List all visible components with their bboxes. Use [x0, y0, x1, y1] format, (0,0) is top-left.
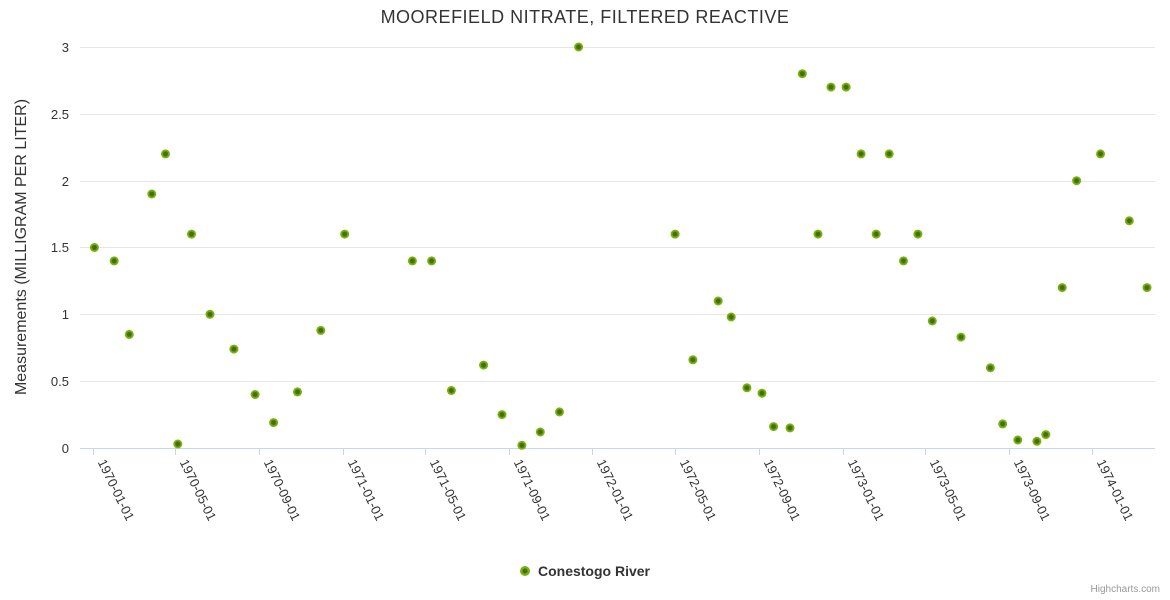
- data-point[interactable]: [726, 312, 736, 322]
- data-point[interactable]: [856, 149, 866, 159]
- data-point[interactable]: [956, 332, 966, 342]
- data-point[interactable]: [250, 390, 260, 399]
- data-point[interactable]: [884, 149, 894, 159]
- x-axis: [80, 448, 1155, 455]
- data-point[interactable]: [479, 360, 489, 370]
- data-point[interactable]: [161, 149, 170, 159]
- x-axis-label: 1972-05-01: [677, 457, 720, 523]
- data-point[interactable]: [293, 387, 302, 397]
- legend-series-label: Conestogo River: [537, 563, 650, 579]
- data-point[interactable]: [1041, 430, 1051, 440]
- data-point[interactable]: [670, 229, 680, 239]
- data-point[interactable]: [427, 256, 437, 266]
- data-point[interactable]: [985, 363, 995, 373]
- highcharts-credits-link[interactable]: Highcharts.com: [1090, 584, 1160, 595]
- x-axis-label: 1974-01-01: [1094, 457, 1137, 523]
- data-point[interactable]: [871, 229, 881, 239]
- y-axis-label: 1: [62, 307, 69, 322]
- data-point[interactable]: [187, 229, 196, 239]
- data-point[interactable]: [109, 256, 119, 266]
- x-axis-label: 1973-09-01: [1011, 457, 1054, 523]
- y-axis-label: 1.5: [51, 240, 69, 255]
- y-axis-labels: 0 0.5 1 1.5 2 2.5 3: [51, 40, 69, 456]
- data-point[interactable]: [269, 418, 279, 428]
- data-point[interactable]: [173, 439, 183, 449]
- data-point[interactable]: [797, 69, 807, 79]
- x-axis-labels: 1970-01-01 1970-05-01 1970-09-01 1971-01-01…: [95, 457, 1137, 523]
- data-point[interactable]: [899, 256, 908, 266]
- data-point[interactable]: [998, 419, 1008, 429]
- x-axis-label: 1970-09-01: [261, 457, 304, 523]
- data-point[interactable]: [713, 296, 723, 306]
- data-point[interactable]: [147, 189, 157, 199]
- data-point[interactable]: [205, 309, 215, 319]
- x-axis-label: 1970-01-01: [95, 457, 138, 523]
- data-point[interactable]: [555, 407, 564, 417]
- data-point[interactable]: [826, 82, 836, 92]
- data-point[interactable]: [446, 386, 456, 395]
- data-point[interactable]: [1057, 283, 1067, 293]
- data-point[interactable]: [1142, 283, 1152, 293]
- y-axis-label: 0.5: [51, 374, 69, 389]
- data-point[interactable]: [497, 410, 507, 420]
- data-point[interactable]: [229, 344, 239, 354]
- x-axis-label: 1973-05-01: [927, 457, 970, 523]
- data-point[interactable]: [913, 229, 923, 239]
- data-point[interactable]: [517, 440, 527, 450]
- data-point[interactable]: [757, 388, 767, 398]
- data-point[interactable]: [340, 229, 350, 239]
- x-axis-label: 1971-01-01: [345, 457, 388, 523]
- gridlines: [80, 47, 1155, 449]
- data-point[interactable]: [124, 329, 134, 339]
- data-point[interactable]: [1013, 435, 1023, 445]
- data-point[interactable]: [785, 423, 795, 433]
- y-axis-label: 2: [62, 174, 69, 189]
- x-axis-label: 1972-09-01: [761, 457, 804, 523]
- legend-marker-icon: [519, 566, 530, 576]
- data-point[interactable]: [535, 427, 545, 437]
- x-axis-label: 1971-05-01: [427, 457, 470, 523]
- y-axis-label: 2.5: [51, 107, 69, 122]
- data-point[interactable]: [407, 256, 417, 266]
- data-point[interactable]: [742, 383, 752, 393]
- x-axis-label: 1973-01-01: [845, 457, 888, 523]
- x-axis-label: 1970-05-01: [177, 457, 220, 523]
- data-point[interactable]: [1124, 216, 1134, 226]
- chart-title: MOOREFIELD NITRATE, FILTERED REACTIVE: [380, 7, 790, 27]
- data-point[interactable]: [813, 229, 823, 239]
- legend-item[interactable]: Conestogo River: [0, 563, 1170, 579]
- x-axis-label: 1972-01-01: [594, 457, 637, 523]
- data-point[interactable]: [1096, 149, 1105, 159]
- x-axis-label: 1971-09-01: [511, 457, 554, 523]
- data-points: [89, 42, 1152, 450]
- data-point[interactable]: [927, 316, 937, 326]
- y-axis-title: Measurements (MILLIGRAM PER LITER): [13, 98, 30, 396]
- y-axis-label: 3: [62, 40, 69, 55]
- data-point[interactable]: [89, 243, 99, 252]
- data-point[interactable]: [841, 82, 851, 92]
- data-point[interactable]: [1032, 436, 1042, 446]
- data-point[interactable]: [688, 355, 698, 365]
- y-axis-label: 0: [62, 441, 69, 456]
- data-point[interactable]: [1072, 176, 1082, 186]
- data-point[interactable]: [769, 422, 779, 432]
- data-point[interactable]: [316, 325, 326, 335]
- data-point[interactable]: [574, 42, 584, 52]
